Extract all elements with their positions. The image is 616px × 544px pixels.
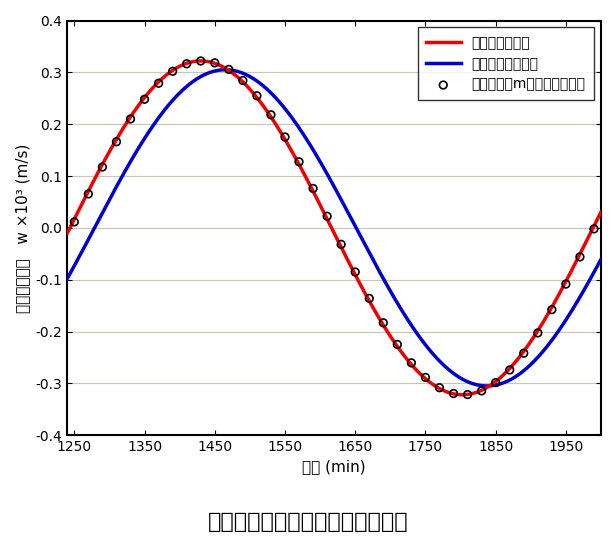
水面から１mの点での理論値 (126, 115, 136, 123)
水面から１mの点での理論値 (182, 59, 192, 68)
水面から１mの点での理論値 (210, 59, 220, 67)
水面から１mの点での理論値 (140, 95, 150, 104)
多層レベルモデル (530, 358, 537, 365)
水面から１mの点での理論値 (575, 252, 585, 261)
多層レベルモデル (291, 119, 299, 126)
多層移動境界法 (197, 58, 205, 64)
水面から１mの点での理論値 (505, 366, 514, 374)
X-axis label: 時間 (min): 時間 (min) (302, 460, 366, 474)
水面から１mの点での理論値 (351, 268, 360, 276)
多層移動境界法 (291, 154, 299, 160)
水面から１mの点での理論値 (463, 390, 472, 399)
水面から１mの点での理論値 (70, 218, 79, 226)
水面から１mの点での理論値 (378, 318, 388, 327)
水面から１mの点での理論値 (434, 384, 444, 392)
多層レベルモデル (598, 256, 605, 263)
水面から１mの点での理論値 (238, 76, 248, 85)
水面から１mの点での理論値 (252, 91, 262, 100)
多層移動境界法 (63, 230, 71, 237)
Legend: 多層移動境界法, 多層レベルモデル, 水面から１mの点での理論値: 多層移動境界法, 多層レベルモデル, 水面から１mの点での理論値 (418, 27, 594, 100)
水面から１mの点での理論値 (533, 329, 543, 337)
多層レベルモデル (124, 163, 132, 169)
水面から１mの点での理論値 (266, 110, 276, 119)
水面から１mの点での理論値 (547, 305, 557, 314)
多層移動境界法 (598, 209, 605, 215)
水面から１mの点での理論値 (97, 163, 107, 171)
多層移動境界法 (269, 115, 276, 122)
水面から１mの点での理論値 (336, 240, 346, 249)
多層移動境界法 (587, 229, 594, 236)
Line: 多層レベルモデル: 多層レベルモデル (67, 70, 601, 386)
多層レベルモデル (222, 66, 229, 73)
水面から１mの点での理論値 (280, 133, 290, 141)
多層移動境界法 (156, 77, 163, 84)
水面から１mの点での理論値 (589, 225, 599, 233)
水面から１mの点での理論値 (448, 389, 458, 398)
Text: 図３　表層の鰛直方向流速の比較: 図３ 表層の鰛直方向流速の比較 (208, 512, 408, 532)
水面から１mの点での理論値 (83, 190, 93, 199)
水面から１mの点での理論値 (519, 349, 529, 357)
水面から１mの点での理論値 (196, 57, 206, 65)
水面から１mの点での理論値 (392, 340, 402, 349)
多層移動境界法 (124, 117, 132, 123)
水面から１mの点での理論値 (477, 387, 487, 395)
多層移動境界法 (459, 392, 466, 398)
水面から１mの点での理論値 (168, 67, 177, 76)
水面から１mの点での理論値 (308, 184, 318, 193)
多層レベルモデル (63, 275, 71, 282)
多層レベルモデル (587, 275, 594, 281)
水面から１mの点での理論値 (322, 212, 332, 220)
水面から１mの点での理論値 (407, 358, 416, 367)
水面から１mの点での理論値 (153, 79, 163, 88)
水面から１mの点での理論値 (364, 294, 374, 303)
水面から１mの点での理論値 (491, 378, 501, 387)
水面から１mの点での理論値 (561, 280, 571, 288)
多層レベルモデル (269, 91, 276, 97)
水面から１mの点での理論値 (224, 65, 233, 74)
多層移動境界法 (530, 335, 537, 341)
多層レベルモデル (156, 113, 163, 119)
水面から１mの点での理論値 (294, 157, 304, 166)
Y-axis label: 鰛直方向流速   w ×10³ (m/s): 鰛直方向流速 w ×10³ (m/s) (15, 143, 30, 313)
水面から１mの点での理論値 (421, 373, 431, 382)
水面から１mの点での理論値 (111, 138, 121, 146)
Line: 多層移動境界法: 多層移動境界法 (67, 61, 601, 395)
多層レベルモデル (483, 382, 490, 389)
